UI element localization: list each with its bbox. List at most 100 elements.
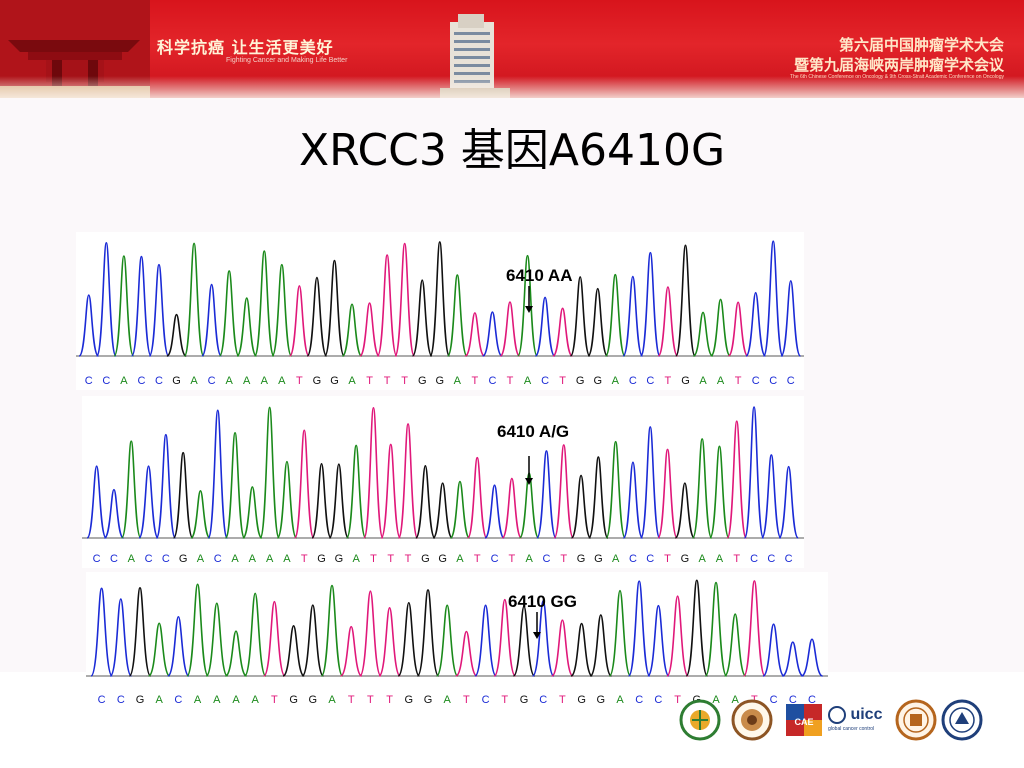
base-call-letter: T — [501, 694, 508, 706]
base-call-letter: C — [208, 375, 216, 387]
trace-peak-C — [90, 587, 113, 677]
slogan-english: Fighting Cancer and Making Life Better — [226, 57, 348, 64]
trace-peak-A — [691, 438, 713, 539]
trace-peak-T — [657, 448, 678, 539]
base-call-letter: A — [732, 694, 740, 706]
base-call-letter: T — [370, 553, 377, 565]
base-call-letter: T — [508, 553, 515, 565]
base-call-letter: A — [232, 694, 240, 706]
trace-peak-C — [647, 604, 670, 677]
base-call-letter: T — [507, 375, 514, 387]
base-call-letter: C — [102, 375, 110, 387]
uicc-logo-text: uicc — [850, 706, 883, 723]
trace-peak-G — [397, 601, 421, 677]
base-call-letter: C — [654, 694, 662, 706]
base-call-letter: C — [174, 694, 182, 706]
slide-title: XRCC3 基因A6410G — [298, 125, 726, 176]
trace-peak-T — [743, 580, 766, 677]
trace-peak-C — [95, 242, 117, 357]
base-call-letter: A — [243, 375, 251, 387]
trace-peak-G — [166, 313, 187, 357]
trace-peak-A — [236, 297, 258, 357]
base-call-letter: A — [348, 375, 356, 387]
header-banner: 科学抗癌 让生活更美好 Fighting Cancer and Making L… — [0, 0, 1024, 98]
trace-peak-G — [675, 244, 696, 357]
trace-peak-A — [224, 630, 248, 677]
arrow-icon — [525, 456, 533, 485]
base-call-letter: G — [681, 375, 690, 387]
trace-peak-T — [493, 598, 517, 677]
base-call-letter: A — [352, 553, 360, 565]
base-call-letter: T — [387, 553, 394, 565]
base-call-letter: C — [117, 694, 125, 706]
base-call-letter: C — [767, 553, 775, 565]
trace-peak-A — [446, 274, 468, 357]
trace-peak-T — [380, 443, 402, 539]
base-call-letter: C — [635, 694, 643, 706]
slogan-chinese: 科学抗癌 让生活更美好 — [157, 38, 334, 57]
trace-peak-G — [172, 451, 194, 539]
trace-peak-C — [762, 240, 784, 357]
base-call-letter: T — [472, 375, 479, 387]
trace-peak-C — [761, 454, 782, 539]
base-call-letter: A — [283, 553, 291, 565]
sponsor-logos: CAE uicc global cancer control — [678, 698, 983, 746]
base-call-letter: G — [594, 553, 603, 565]
base-call-letter: A — [194, 694, 202, 706]
base-call-letter: G — [597, 694, 606, 706]
trace-peak-G — [569, 276, 591, 357]
base-call-letter: C — [646, 375, 654, 387]
trace-peak-C — [86, 465, 107, 539]
trace-peak-T — [727, 301, 749, 357]
trace-peak-T — [501, 477, 523, 539]
arrow-icon — [533, 612, 541, 639]
cae-logo-icon: CAE — [786, 704, 822, 736]
trace-peak-A — [243, 592, 267, 677]
trace-peak-A — [710, 298, 732, 357]
trace-peak-T — [553, 444, 575, 539]
trace-peak-G — [674, 482, 696, 539]
base-call-letter: G — [421, 553, 430, 565]
base-call-letter: A — [612, 375, 620, 387]
base-call-letter: C — [98, 694, 106, 706]
trace-peak-C — [130, 255, 152, 357]
base-call-letter: G — [330, 375, 339, 387]
base-call-letter: T — [560, 553, 567, 565]
base-call-letter: A — [456, 553, 464, 565]
trace-peak-A — [605, 440, 626, 539]
trace-peak-G — [429, 241, 451, 357]
trace-peak-G — [416, 589, 440, 677]
trace-peak-G — [570, 474, 592, 539]
base-call-letter: A — [328, 694, 336, 706]
trace-peak-A — [224, 431, 246, 539]
chromatogram-panel-gg: CCGACAAAATGGATTTGGATCTGCTGGACCTGAATCCC — [86, 572, 828, 710]
base-call-letter: A — [717, 375, 725, 387]
trace-peak-C — [78, 294, 100, 357]
trace-peak-T — [339, 625, 363, 677]
trace-peak-C — [762, 623, 785, 677]
trace-peak-C — [536, 450, 557, 539]
banner-fade — [0, 76, 1024, 98]
trace-peak-T — [551, 619, 574, 677]
trace-peak-G — [588, 456, 609, 539]
base-call-letter: G — [577, 553, 586, 565]
base-call-letter: C — [769, 375, 777, 387]
trace-peak-T — [293, 429, 315, 539]
base-call-letter: A — [190, 375, 198, 387]
trace-peak-G — [411, 279, 433, 357]
base-call-letter: A — [197, 553, 205, 565]
trace-peak-C — [167, 615, 190, 677]
trace-peak-C — [622, 275, 644, 357]
trace-peak-G — [324, 259, 345, 357]
trace-peak-G — [301, 604, 325, 677]
base-call-letter: C — [646, 553, 654, 565]
base-call-letter: C — [770, 694, 778, 706]
trace-peak-T — [359, 302, 381, 357]
trace-peak-C — [109, 598, 133, 677]
base-call-letter: C — [85, 375, 93, 387]
trace-peak-C — [743, 406, 765, 539]
trace-peak-G — [128, 587, 152, 677]
base-call-letter: C — [789, 694, 797, 706]
trace-peak-A — [692, 311, 714, 357]
